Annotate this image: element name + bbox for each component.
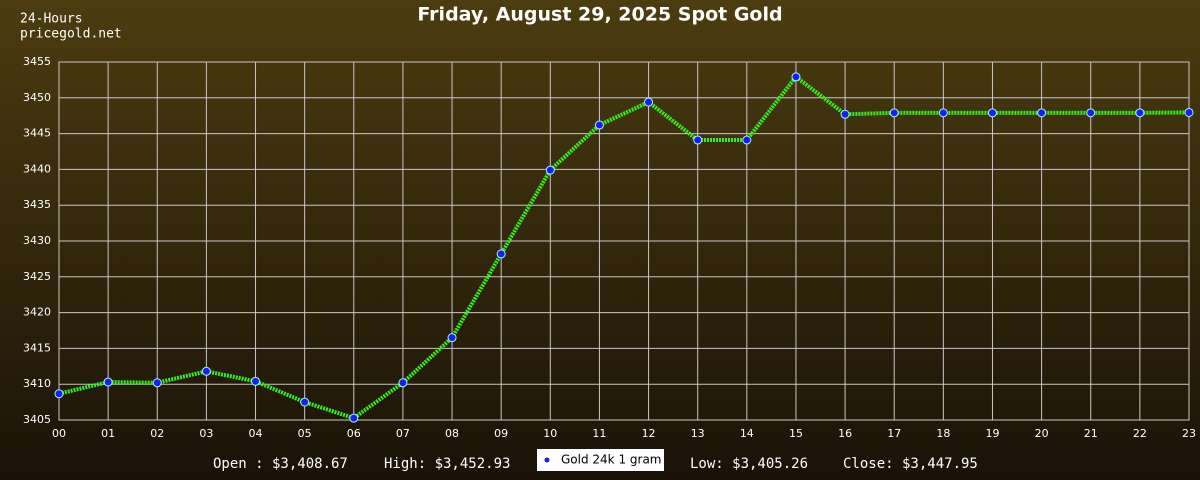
data-point [447,333,457,343]
data-point [201,366,211,376]
low-stat: Low: $3,405.26 [690,456,808,472]
data-point [398,378,408,388]
data-point [693,135,703,145]
x-tick-label: 13 [691,427,705,440]
data-point [152,378,162,388]
x-tick-label: 06 [347,427,361,440]
x-tick-label: 07 [396,427,410,440]
data-point [1135,108,1145,118]
data-point [644,97,654,107]
x-tick-label: 01 [101,427,115,440]
x-tick-label: 02 [150,427,164,440]
data-point [791,72,801,82]
x-tick-label: 23 [1182,427,1196,440]
source: pricegold.net [20,27,122,42]
data-point [987,108,997,118]
data-point [349,413,359,423]
x-tick-label: 17 [887,427,901,440]
x-tick-label: 14 [740,427,754,440]
y-tick-label: 3445 [23,127,51,140]
high-stat: High: $3,452.93 [384,456,510,472]
data-point [103,377,113,387]
y-tick-label: 3420 [23,306,51,319]
legend-box [537,449,664,471]
x-tick-label: 16 [838,427,852,440]
data-point [54,389,64,399]
y-tick-label: 3450 [23,91,51,104]
data-point [1086,108,1096,118]
legend-label: Gold 24k 1 gram [561,453,661,467]
data-point [251,376,261,386]
x-tick-label: 00 [52,427,66,440]
data-point [545,165,555,175]
x-tick-label: 04 [249,427,263,440]
subtitle: 24-Hours [20,12,83,27]
x-tick-label: 20 [1035,427,1049,440]
x-tick-label: 21 [1084,427,1098,440]
y-tick-label: 3435 [23,198,51,211]
y-tick-label: 3430 [23,234,51,247]
x-tick-label: 11 [592,427,606,440]
y-tick-label: 3410 [23,377,51,390]
x-tick-label: 12 [642,427,656,440]
series-line [58,74,1190,421]
data-point [889,108,899,118]
x-tick-label: 18 [936,427,950,440]
data-point [1184,107,1194,117]
y-tick-label: 3455 [23,55,51,68]
x-tick-label: 22 [1133,427,1147,440]
data-point [840,109,850,119]
data-point [496,249,506,259]
x-tick-label: 03 [199,427,213,440]
data-point [1037,108,1047,118]
legend-marker [544,457,550,463]
x-tick-label: 08 [445,427,459,440]
close-stat: Close: $3,447.95 [843,456,978,472]
data-point [742,135,752,145]
y-tick-label: 3440 [23,162,51,175]
chart-title: Friday, August 29, 2025 Spot Gold [417,4,782,26]
x-tick-label: 05 [298,427,312,440]
x-tick-label: 19 [985,427,999,440]
open-stat: Open : $3,408.67 [213,456,348,472]
y-tick-label: 3425 [23,270,51,283]
data-point [938,108,948,118]
data-point [300,397,310,407]
x-tick-label: 15 [789,427,803,440]
y-tick-label: 3415 [23,341,51,354]
data-point [594,120,604,130]
x-tick-label: 09 [494,427,508,440]
y-tick-label: 3405 [23,413,51,426]
x-tick-label: 10 [543,427,557,440]
